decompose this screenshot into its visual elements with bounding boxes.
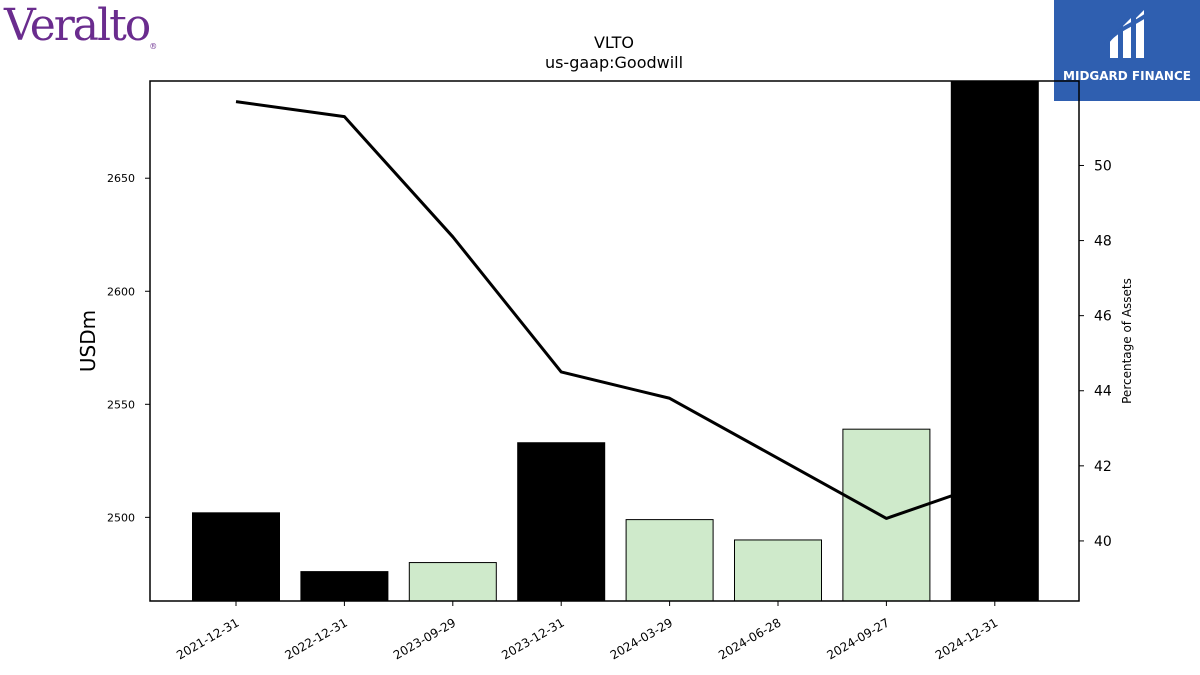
line-series: [235, 100, 996, 520]
y2-tick-label: 40: [1094, 534, 1112, 550]
bar-2023-12-31: [517, 442, 606, 602]
bar-2023-09-29: [408, 562, 497, 602]
y2-tick-label: 50: [1094, 158, 1112, 174]
bar-series: [192, 80, 1039, 602]
chart-subtitle: us-gaap:Goodwill: [545, 53, 683, 72]
chart-title: VLTO: [594, 33, 634, 52]
x-tick-label: 2023-09-29: [391, 615, 458, 662]
bar-2021-12-31: [192, 512, 280, 602]
plot-frame: [149, 80, 1080, 602]
y2-tick-label: 46: [1094, 309, 1112, 325]
y2-tick-label: 48: [1094, 234, 1112, 250]
bar-2024-06-28: [734, 539, 822, 602]
y-axis-left: 2500 2550 2600 2650: [107, 172, 150, 524]
bar-2024-09-27: [842, 428, 931, 602]
veralto-logo: Veralto®: [4, 0, 157, 51]
x-tick-label: 2024-06-28: [716, 615, 783, 662]
midgard-emblem-icon: [1104, 10, 1150, 58]
veralto-logo-text: Veralto: [4, 0, 151, 51]
bar-2022-12-31: [300, 571, 389, 602]
x-tick-label: 2023-12-31: [499, 615, 566, 662]
y2-tick-label: 44: [1094, 384, 1112, 400]
y2-tick-label: 42: [1094, 459, 1112, 475]
y-tick-label: 2550: [107, 398, 135, 411]
midgard-logo-text: MIDGARD FINANCE: [1063, 69, 1191, 83]
y-tick-label: 2650: [107, 172, 135, 185]
bar-2024-03-29: [625, 519, 714, 602]
x-tick-label: 2022-12-31: [282, 615, 349, 662]
x-tick-label: 2021-12-31: [174, 615, 241, 662]
y-axis-right: 40 42 44 46 48 50: [1079, 158, 1112, 550]
x-tick-label: 2024-12-31: [933, 615, 1000, 662]
x-tick-label: 2024-09-27: [824, 615, 891, 662]
x-axis: 2021-12-31 2022-12-31 2023-09-29 2023-12-31…: [174, 601, 1000, 662]
y2-axis-label: Percentage of Assets: [1120, 278, 1134, 404]
bar-2024-12-31: [950, 80, 1039, 602]
y-tick-label: 2600: [107, 285, 135, 298]
y-axis-label: USDm: [76, 310, 100, 372]
x-tick-label: 2024-03-29: [608, 615, 675, 662]
y-tick-label: 2500: [107, 511, 135, 524]
veralto-logo-tm: ®: [149, 42, 158, 51]
pct-assets-line: [235, 100, 996, 520]
